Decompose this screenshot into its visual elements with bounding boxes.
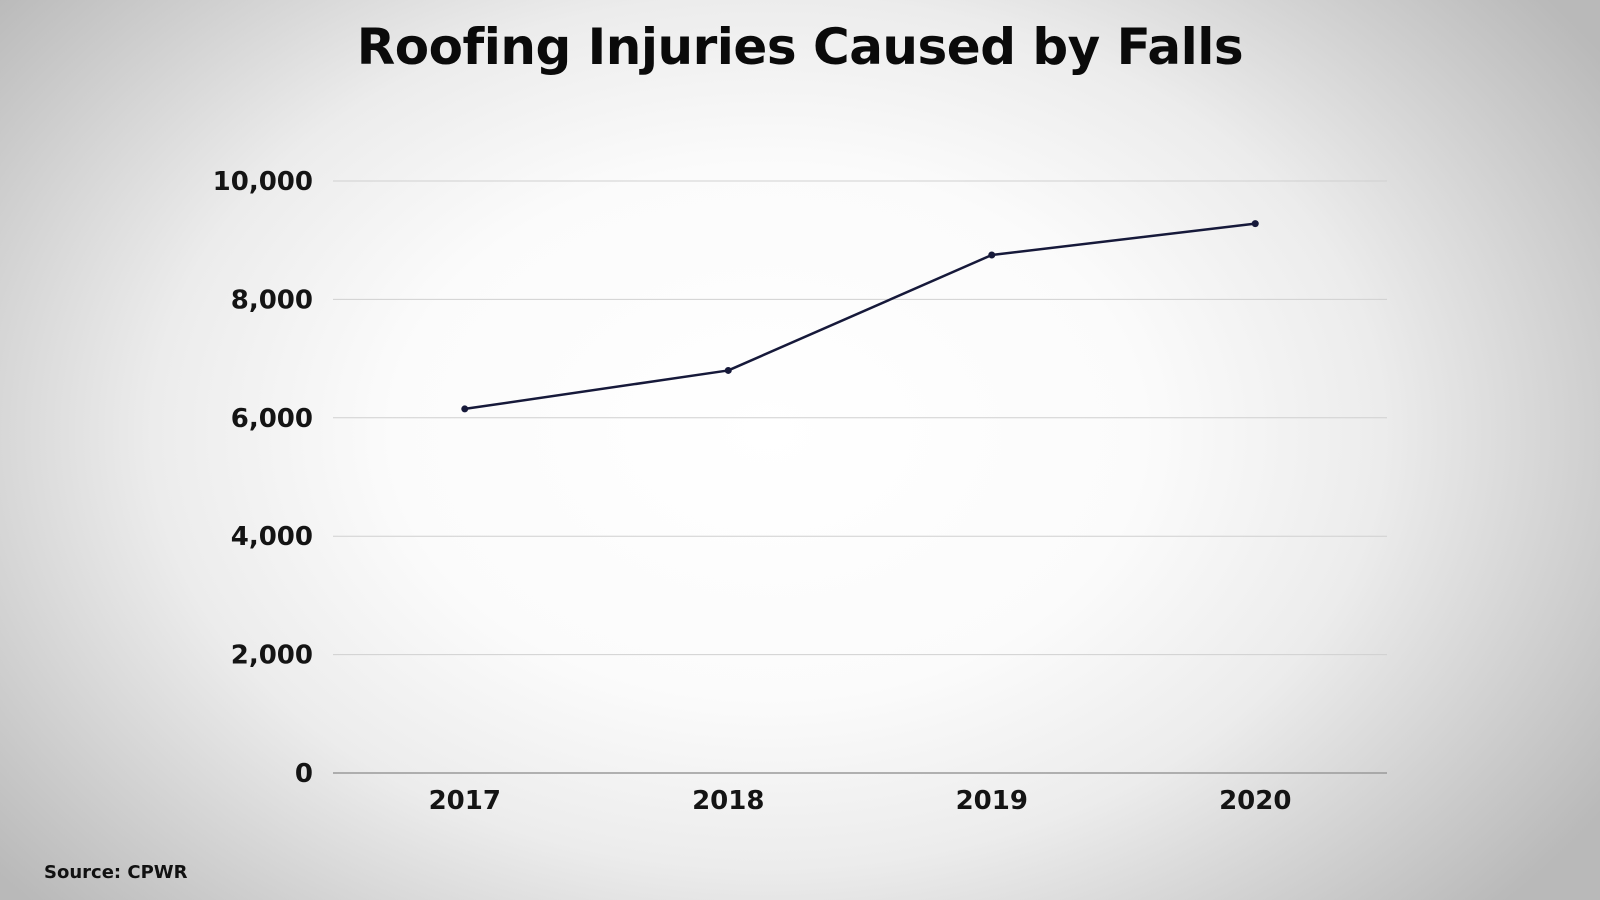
x-axis-ticks: 2017 2018 2019 2020 (429, 786, 1292, 816)
y-tick-label: 4,000 (231, 522, 313, 552)
y-tick-label: 6,000 (231, 404, 313, 434)
x-tick-label: 2020 (1219, 786, 1291, 816)
chart-title: Roofing Injuries Caused by Falls (356, 18, 1244, 76)
y-tick-label: 0 (295, 759, 313, 789)
y-tick-label: 8,000 (231, 285, 313, 315)
data-point (724, 366, 732, 374)
y-tick-label: 2,000 (231, 641, 313, 671)
data-series (461, 220, 1259, 413)
x-tick-label: 2018 (692, 786, 764, 816)
y-tick-label: 10,000 (213, 167, 313, 197)
data-point (461, 405, 469, 413)
y-axis-ticks: 0 2,000 4,000 6,000 8,000 10,000 (213, 167, 313, 789)
series-line (464, 222, 1256, 411)
x-tick-label: 2017 (429, 786, 501, 816)
data-point (1251, 220, 1259, 228)
data-point (988, 251, 996, 259)
x-tick-label: 2019 (956, 786, 1028, 816)
source-note: Source: CPWR (44, 862, 188, 883)
gridlines (333, 180, 1387, 656)
